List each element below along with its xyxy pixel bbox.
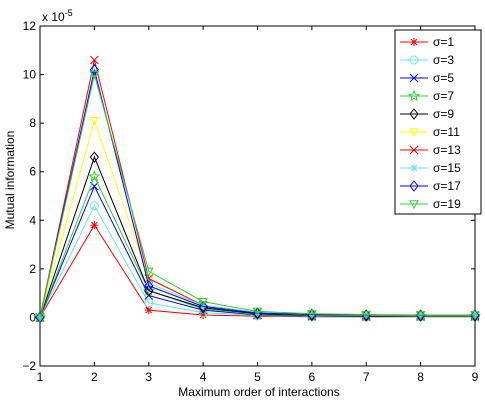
y-tick-label: 12 bbox=[23, 19, 37, 33]
legend-label: σ=11 bbox=[433, 125, 460, 139]
data-point bbox=[198, 297, 208, 307]
series-line bbox=[39, 74, 475, 318]
y-tick-label: 10 bbox=[23, 68, 37, 82]
legend: σ=1 σ=3 σ=5 σ=7 σ=9 σ=11 σ=13 σ=15 σ=17 σ=19 bbox=[394, 29, 482, 215]
data-point bbox=[361, 310, 372, 320]
data-point bbox=[90, 221, 99, 230]
legend-entry: σ=3 bbox=[400, 53, 454, 67]
data-point bbox=[144, 306, 153, 315]
y-tick-label: 6 bbox=[29, 165, 36, 179]
x-tick-label: 4 bbox=[200, 370, 207, 384]
y-tick-label: 2 bbox=[29, 262, 36, 276]
x-tick-label: 7 bbox=[363, 370, 370, 384]
legend-entry: σ=13 bbox=[400, 143, 461, 157]
legend-entry: σ=17 bbox=[400, 179, 461, 193]
data-point bbox=[88, 170, 101, 182]
legend-marker bbox=[410, 164, 418, 172]
data-point bbox=[142, 284, 155, 296]
y-tick-label: 8 bbox=[29, 116, 36, 130]
data-point bbox=[252, 307, 263, 317]
data-point bbox=[89, 151, 100, 163]
x-tick-label: 5 bbox=[254, 370, 261, 384]
x-tick-label: 1 bbox=[37, 370, 44, 384]
legend-label: σ=1 bbox=[433, 35, 454, 49]
data-point bbox=[415, 311, 426, 321]
legend-label: σ=15 bbox=[433, 161, 461, 175]
legend-label: σ=13 bbox=[433, 143, 461, 157]
data-point bbox=[144, 298, 154, 308]
data-point bbox=[89, 201, 99, 211]
data-point bbox=[90, 55, 99, 65]
legend-marker bbox=[409, 128, 419, 138]
x-axis-label: Maximum order of interactions bbox=[178, 385, 339, 399]
legend-label: σ=19 bbox=[433, 197, 461, 211]
y-exponent-power: -5 bbox=[65, 8, 73, 18]
legend-marker bbox=[410, 38, 418, 46]
y-exponent-base: x 10 bbox=[42, 10, 65, 24]
legend-entry: σ=5 bbox=[400, 71, 454, 85]
y-exponent-label: x 10-5 bbox=[42, 8, 73, 24]
legend-label: σ=9 bbox=[433, 107, 454, 121]
legend-entry: σ=19 bbox=[400, 197, 461, 211]
legend-marker bbox=[409, 145, 419, 155]
data-point bbox=[198, 300, 208, 313]
legend-label: σ=5 bbox=[433, 71, 454, 85]
x-tick-label: 9 bbox=[472, 370, 479, 384]
data-point bbox=[307, 310, 317, 319]
data-point bbox=[89, 70, 100, 80]
legend-marker bbox=[409, 180, 419, 192]
y-tick-label: 0 bbox=[29, 310, 36, 324]
x-tick-label: 3 bbox=[145, 370, 152, 384]
legend-label: σ=7 bbox=[433, 89, 454, 103]
legend-entry: σ=15 bbox=[400, 161, 461, 175]
legend-entry: σ=7 bbox=[400, 89, 454, 103]
legend-box bbox=[394, 29, 482, 215]
legend-entry: σ=9 bbox=[400, 107, 454, 121]
data-point bbox=[144, 284, 154, 297]
legend-marker bbox=[409, 108, 419, 120]
legend-marker bbox=[409, 200, 419, 210]
legend-entry: σ=11 bbox=[400, 125, 460, 139]
y-tick-label: −2 bbox=[22, 359, 36, 373]
legend-label: σ=17 bbox=[433, 179, 461, 193]
legend-entry: σ=1 bbox=[400, 35, 454, 49]
x-tick-label: 8 bbox=[417, 370, 424, 384]
legend-marker bbox=[409, 55, 419, 65]
legend-marker bbox=[409, 73, 419, 83]
legend-marker bbox=[407, 89, 421, 102]
x-tick-label: 2 bbox=[91, 370, 98, 384]
data-point bbox=[470, 311, 480, 321]
y-axis-label: Mutual information bbox=[3, 131, 17, 230]
data-point bbox=[35, 313, 45, 323]
data-point bbox=[143, 267, 154, 277]
data-point bbox=[144, 280, 154, 292]
data-point bbox=[89, 117, 100, 126]
series-layer bbox=[33, 55, 482, 324]
series-10 bbox=[35, 70, 480, 323]
y-tick-label: 4 bbox=[29, 213, 36, 227]
x-tick-label: 6 bbox=[309, 370, 316, 384]
legend-label: σ=3 bbox=[433, 53, 454, 67]
